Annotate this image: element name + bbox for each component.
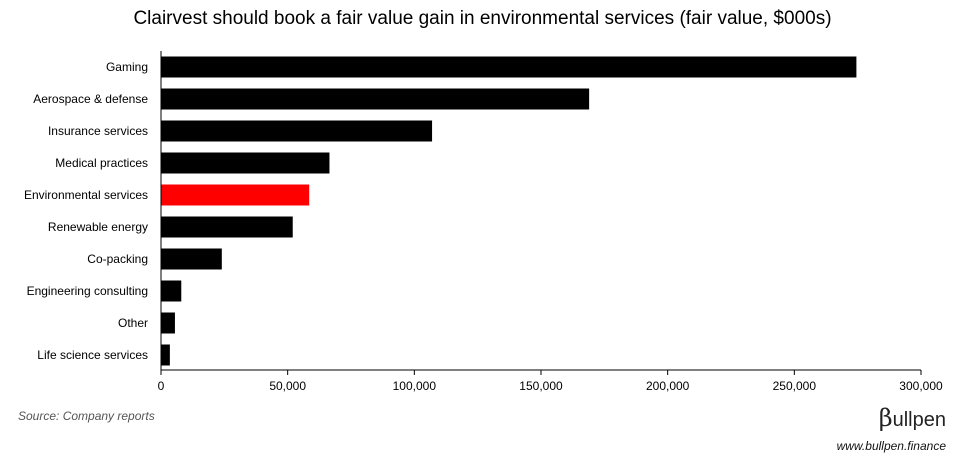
category-label-8: Engineering consulting: [27, 284, 148, 298]
chart-title: Clairvest should book a fair value gain …: [133, 8, 832, 29]
bullpen-logo: βullpen: [879, 404, 946, 432]
bar-4: [161, 152, 330, 174]
bar-9: [161, 312, 175, 334]
category-label-1: Gaming: [106, 60, 148, 74]
category-label-3: Insurance services: [48, 124, 148, 138]
category-label-5: Environmental services: [24, 188, 148, 202]
x-tick-label-1: 0: [158, 379, 165, 393]
category-label-9: Other: [118, 316, 148, 330]
bar-10: [161, 344, 170, 366]
bar-7: [161, 248, 222, 270]
bar-chart: Gaming Aerospace & defense Insurance servi…: [24, 51, 943, 393]
bar-2: [161, 88, 590, 110]
bar-1: [161, 56, 857, 78]
bar-6: [161, 216, 293, 238]
brand-beta: β: [878, 404, 893, 432]
x-tick-label-7: 300,000: [899, 379, 943, 393]
x-tick-label-3: 100,000: [393, 379, 437, 393]
x-tick-label-6: 250,000: [773, 379, 817, 393]
category-label-7: Co-packing: [87, 252, 148, 266]
bar-5: [161, 184, 310, 206]
source-note: Source: Company reports: [18, 409, 155, 423]
website-url: www.bullpen.finance: [836, 439, 946, 453]
x-tick-label-2: 50,000: [269, 379, 306, 393]
category-label-2: Aerospace & defense: [33, 92, 148, 106]
bar-3: [161, 120, 433, 142]
category-label-6: Renewable energy: [48, 220, 148, 234]
category-label-4: Medical practices: [55, 156, 148, 170]
brand-text: ullpen: [892, 409, 946, 431]
category-label-10: Life science services: [37, 348, 148, 362]
x-tick-label-5: 200,000: [646, 379, 690, 393]
x-tick-label-4: 150,000: [519, 379, 563, 393]
bar-8: [161, 280, 182, 302]
